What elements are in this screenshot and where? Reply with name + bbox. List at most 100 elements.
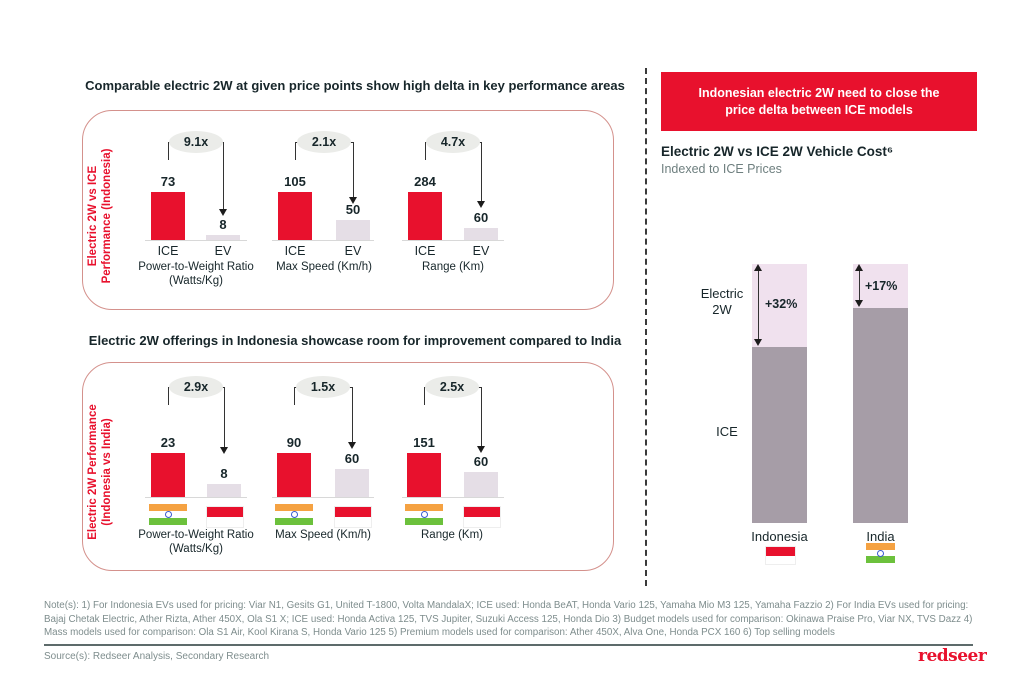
group-baseline (272, 497, 374, 498)
indonesia-flag-icon (463, 506, 501, 528)
delta-label-indonesia: +32% (765, 297, 798, 311)
down-arrow-icon (855, 300, 863, 307)
footnotes: Note(s): 1) For Indonesia EVs used for p… (44, 600, 973, 638)
indonesia-flag-icon (206, 506, 244, 528)
redseer-logo: redseer (918, 646, 987, 666)
insight-banner: Indonesian electric 2W need to close the… (661, 72, 977, 131)
india-bar (151, 453, 185, 497)
metric-label: Range (Km) (421, 529, 483, 541)
india-flag-icon (275, 504, 313, 525)
group-baseline (272, 240, 374, 241)
bracket-arrow-line (353, 142, 354, 198)
down-arrow-icon (477, 201, 485, 208)
bracket-stub (294, 387, 295, 405)
bottom-chart-box (82, 362, 614, 571)
ev-bar (336, 220, 370, 240)
multiplier-bubble: 2.9x (169, 376, 223, 398)
ev-bar (206, 235, 240, 240)
india-flag-icon (866, 543, 895, 564)
bracket-stub (168, 387, 169, 405)
ev-value: 50 (345, 202, 361, 217)
ice-value: 105 (284, 174, 306, 189)
delta-arrow-line (859, 268, 860, 302)
footer-rule (44, 644, 973, 646)
ice-axis-label: ICE (284, 244, 306, 258)
ice-bar (408, 192, 442, 240)
ev-axis-label: EV (472, 244, 490, 258)
bracket-arrow-line (481, 142, 482, 202)
cost-chart-subtitle: Indexed to ICE Prices (661, 162, 782, 176)
ice-label: ICE (716, 424, 738, 439)
source-line: Source(s): Redseer Analysis, Secondary R… (44, 651, 270, 662)
multiplier-bubble: 1.5x (296, 376, 350, 398)
india-value: 23 (160, 435, 176, 450)
india-flag-icon (149, 504, 187, 525)
ev-axis-label: EV (214, 244, 232, 258)
bracket-stub (424, 387, 425, 405)
metric-label: Power-to-Weight Ratio (Watts/Kg) (138, 529, 254, 555)
bracket-arrow-line (224, 387, 225, 448)
bottom-chart-title: Electric 2W offerings in Indonesia showc… (88, 333, 622, 348)
india-value: 90 (286, 435, 302, 450)
country-label-indonesia: Indonesia (751, 529, 808, 544)
top-chart-side-label-line1: Electric 2W vs ICE (87, 165, 99, 267)
group-baseline (402, 240, 504, 241)
bottom-chart-side-label-line2: (Indonesia vs India) (101, 418, 113, 526)
up-arrow-icon (855, 264, 863, 271)
multiplier-bubble: 2.1x (297, 131, 351, 153)
group-baseline (145, 240, 247, 241)
down-arrow-icon (754, 339, 762, 346)
top-chart-title: Comparable electric 2W at given price po… (85, 78, 625, 93)
ice-bar (278, 192, 312, 240)
ev-axis-label: EV (344, 244, 362, 258)
indonesia-value: 8 (220, 466, 228, 481)
indonesia-value: 60 (473, 454, 489, 469)
down-arrow-icon (348, 442, 356, 449)
delta-label-india: +17% (865, 279, 898, 293)
ice-value: 73 (160, 174, 176, 189)
india-bar (407, 453, 441, 497)
down-arrow-icon (349, 197, 357, 204)
metric-label: Max Speed (Km/h) (275, 529, 371, 541)
top-chart-side-label: Electric 2W vs ICE Performance (Indonesi… (86, 106, 114, 326)
indonesia-value: 60 (344, 451, 360, 466)
indonesia-flag-icon (334, 506, 372, 528)
electric-2w-label-line1: Electric (700, 286, 744, 301)
section-divider (645, 68, 647, 586)
indonesia-bar (207, 484, 241, 497)
electric-2w-label-line2: 2W (712, 302, 732, 317)
metric-label: Power-to-Weight Ratio (Watts/Kg) (138, 261, 254, 287)
down-arrow-icon (477, 446, 485, 453)
cost-bar-indonesia (752, 264, 807, 523)
multiplier-bubble: 2.5x (425, 376, 479, 398)
ice-bar (151, 192, 185, 240)
ice-axis-label: ICE (414, 244, 436, 258)
indonesia-bar (335, 469, 369, 497)
group-baseline (402, 497, 504, 498)
electric-2w-label: Electric 2W (696, 286, 748, 318)
bracket-arrow-line (223, 142, 224, 210)
cost-bar-indonesia-ice-part (752, 347, 807, 523)
bottom-chart-side-label-line1: Electric 2W Performance (87, 404, 99, 540)
group-baseline (145, 497, 247, 498)
top-chart-box (82, 110, 614, 310)
delta-arrow-line (758, 268, 759, 340)
india-value: 151 (413, 435, 435, 450)
bracket-stub (295, 142, 296, 160)
down-arrow-icon (219, 209, 227, 216)
bottom-chart-side-label: Electric 2W Performance (Indonesia vs In… (86, 362, 114, 582)
bracket-stub (425, 142, 426, 160)
multiplier-bubble: 9.1x (169, 131, 223, 153)
cost-bar-india (853, 264, 908, 523)
metric-label: Max Speed (Km/h) (276, 261, 372, 273)
indonesia-bar (464, 472, 498, 497)
metric-label: Range (Km) (422, 261, 484, 273)
ev-value: 60 (473, 210, 489, 225)
bracket-stub (168, 142, 169, 160)
cost-chart-title: Electric 2W vs ICE 2W Vehicle Cost⁶ (661, 144, 894, 159)
top-chart-side-label-line2: Performance (Indonesia) (101, 148, 113, 284)
up-arrow-icon (754, 264, 762, 271)
country-label-india: India (866, 529, 895, 544)
indonesia-flag-icon (765, 546, 796, 565)
